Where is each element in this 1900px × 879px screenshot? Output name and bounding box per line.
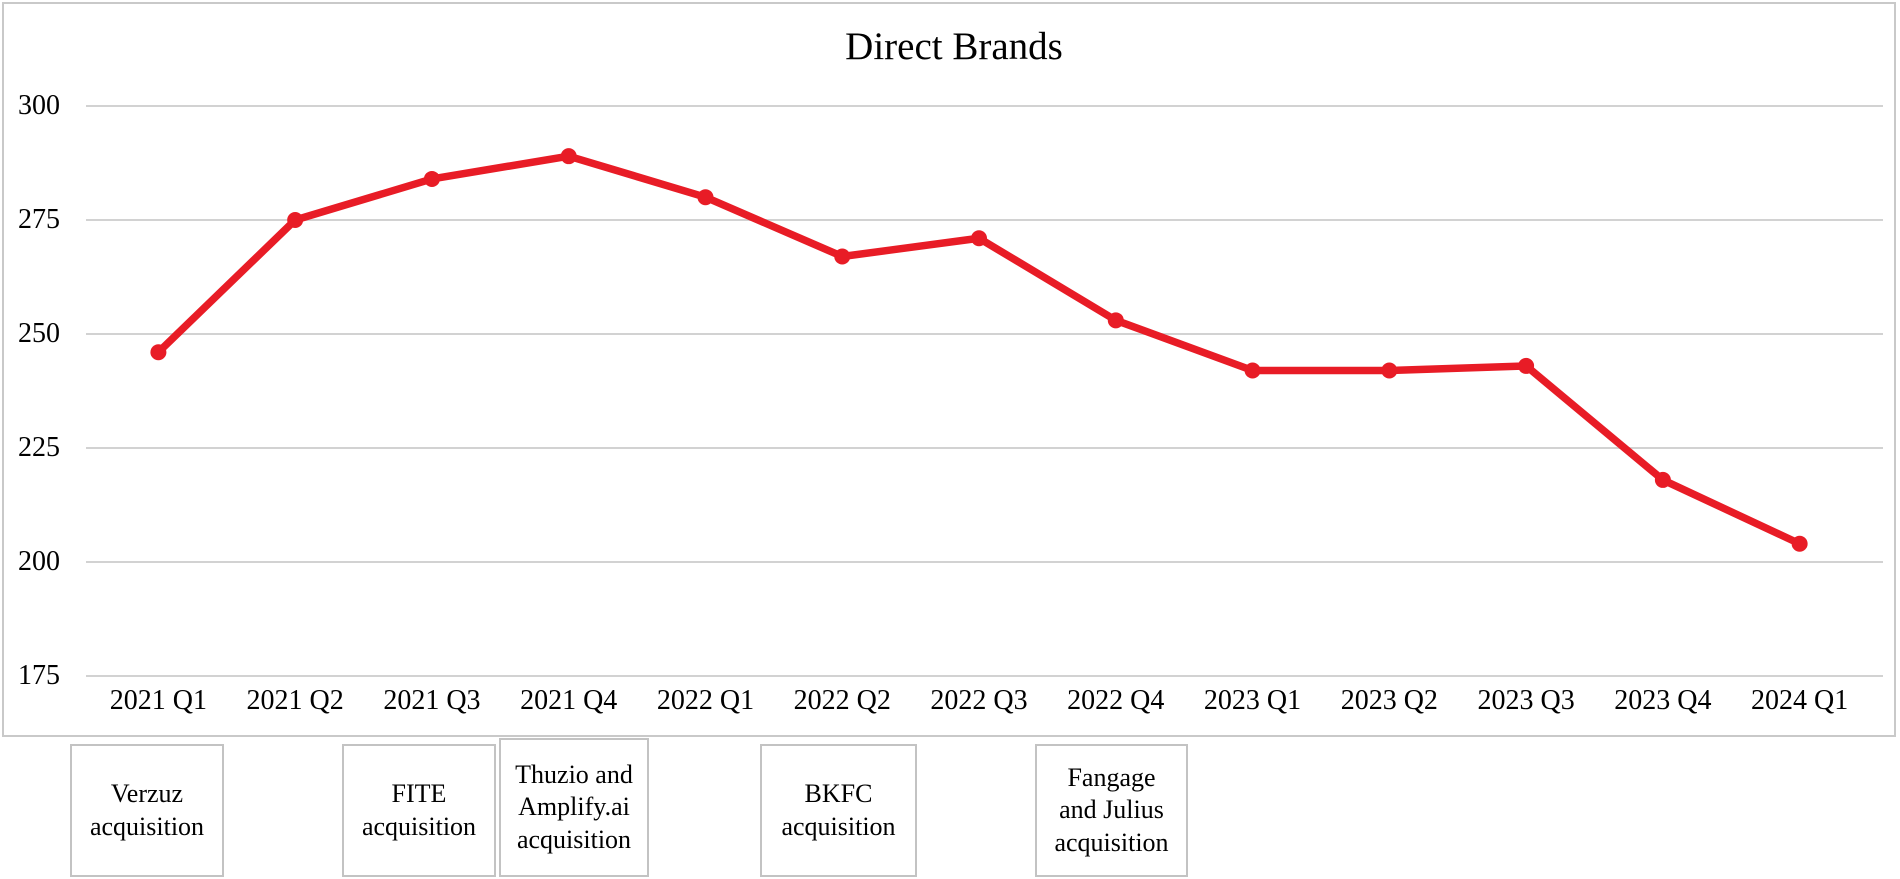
x-tick-label: 2022 Q2: [793, 685, 891, 716]
x-tick-label: 2023 Q1: [1203, 685, 1302, 716]
data-point-marker: [1244, 362, 1261, 379]
data-point-marker: [560, 148, 577, 165]
y-tick-label: 175: [18, 660, 60, 691]
x-tick-label: 2023 Q4: [1614, 685, 1712, 716]
annotation-box: Thuzio and Amplify.ai acquisition: [499, 738, 649, 877]
x-tick-label: 2022 Q4: [1067, 685, 1165, 716]
chart-title: Direct Brands: [845, 25, 1063, 68]
data-point-marker: [423, 170, 440, 187]
line-series: [154, 152, 1804, 548]
y-tick-label: 275: [18, 204, 60, 235]
y-tick-label: 225: [18, 432, 60, 463]
chart-frame: Direct Brands: [2, 2, 1896, 737]
x-tick-label: 2021 Q3: [383, 685, 481, 716]
y-tick-label: 300: [18, 90, 60, 121]
data-point-marker: [697, 189, 714, 206]
x-tick-label: 2021 Q2: [246, 685, 344, 716]
y-tick-label: 200: [18, 546, 60, 577]
data-point-marker: [971, 230, 988, 247]
annotation-box: FITE acquisition: [342, 744, 496, 877]
data-point-marker: [1381, 362, 1398, 379]
x-tick-label: 2023 Q2: [1340, 685, 1438, 716]
x-tick-label: 2021 Q4: [520, 685, 618, 716]
y-tick-label: 250: [18, 318, 60, 349]
data-point-marker: [1518, 357, 1535, 374]
annotation-box: Verzuz acquisition: [70, 744, 224, 877]
x-tick-label: 2022 Q3: [930, 685, 1028, 716]
x-tick-label: 2022 Q1: [656, 685, 755, 716]
data-point-marker: [1107, 312, 1124, 329]
data-point-marker: [287, 212, 304, 228]
x-tick-label: 2021 Q1: [109, 685, 207, 716]
data-point-marker: [150, 344, 167, 361]
data-point-marker: [1791, 535, 1808, 552]
data-point-marker: [1654, 471, 1671, 488]
annotation-box: BKFC acquisition: [760, 744, 917, 877]
x-tick-label: 2023 Q3: [1477, 685, 1575, 716]
annotation-box: Fangage and Julius acquisition: [1035, 744, 1188, 877]
x-tick-label: 2024 Q1: [1751, 685, 1849, 716]
data-point-marker: [834, 248, 851, 265]
